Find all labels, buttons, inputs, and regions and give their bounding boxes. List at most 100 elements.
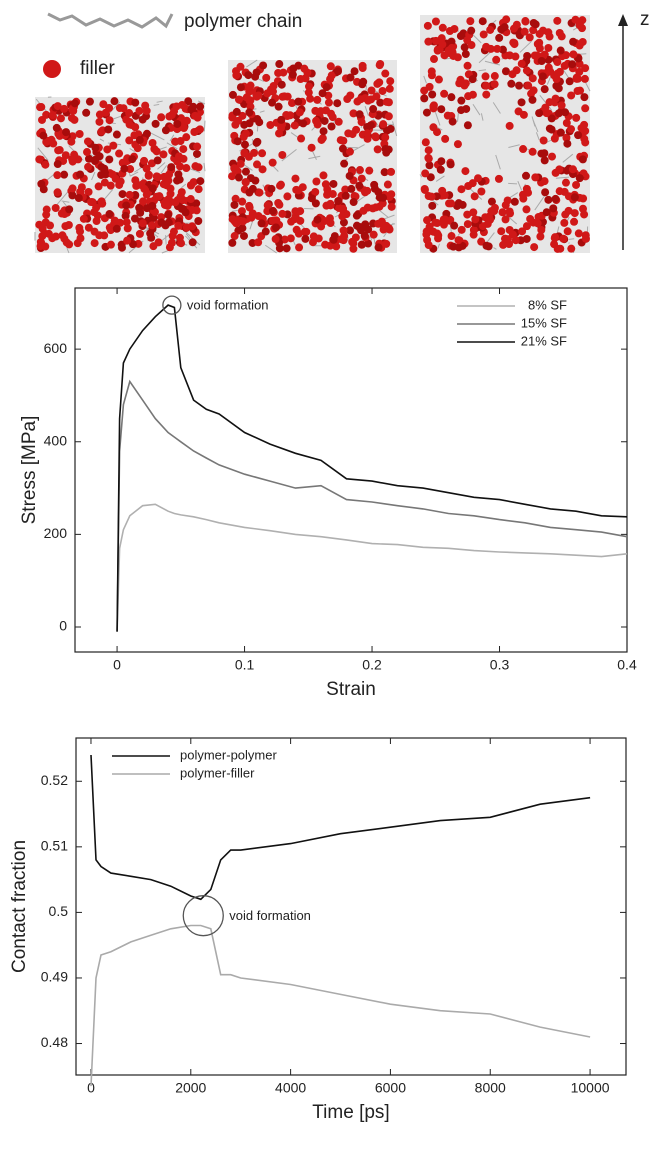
annotation-label: void formation <box>229 908 311 923</box>
filler-particle <box>562 119 571 128</box>
filler-particle <box>501 201 510 210</box>
polymer-strand <box>165 235 167 245</box>
filler-particle <box>120 164 129 173</box>
filler-particle <box>161 126 170 135</box>
filler-particle <box>128 240 137 249</box>
filler-particle <box>255 118 264 127</box>
filler-particle <box>446 160 455 169</box>
filler-particle <box>482 90 491 99</box>
filler-particle <box>94 182 103 191</box>
filler-particle <box>95 117 104 126</box>
snapshot-panel: polymer chain filler z <box>34 9 650 254</box>
y-tick-label: 0.49 <box>41 969 68 985</box>
filler-particle <box>428 90 437 99</box>
filler-particle <box>167 163 176 172</box>
series-line <box>116 379 628 632</box>
filler-particle <box>468 179 477 188</box>
filler-particle <box>345 171 354 180</box>
filler-particle <box>67 137 76 146</box>
filler-particle <box>125 109 134 118</box>
filler-particle <box>522 66 531 75</box>
filler-particle <box>157 113 166 122</box>
filler-particle <box>325 214 334 223</box>
filler-particle <box>147 233 156 242</box>
filler-particle <box>382 239 391 248</box>
filler-particle <box>575 21 584 30</box>
filler-particle <box>339 136 348 145</box>
filler-particle <box>554 84 563 93</box>
filler-particle <box>152 147 161 156</box>
polymer-strand <box>166 142 178 150</box>
filler-particle <box>457 225 466 234</box>
filler-particle <box>524 188 533 197</box>
filler-particle <box>561 210 570 219</box>
filler-particle <box>499 240 508 249</box>
filler-particle <box>83 137 92 146</box>
x-tick-label: 0.4 <box>617 657 637 673</box>
filler-particle <box>169 227 178 236</box>
filler-particle <box>262 73 271 82</box>
filler-particle <box>379 193 388 202</box>
filler-particle <box>420 185 429 194</box>
x-axis-title: Strain <box>326 679 376 700</box>
annotation-circle <box>182 895 224 937</box>
filler-particle <box>82 108 91 117</box>
filler-particle <box>196 177 205 186</box>
filler-particle <box>244 71 253 80</box>
filler-particle <box>581 104 590 113</box>
filler-particle <box>278 150 287 159</box>
polymer-strand <box>99 138 105 142</box>
filler-particle <box>538 72 547 81</box>
filler-particle <box>448 117 457 126</box>
filler-particle <box>500 23 509 32</box>
filler-particle <box>272 216 281 225</box>
filler-particle <box>295 108 304 117</box>
filler-particle <box>236 83 245 92</box>
filler-particle <box>490 80 499 89</box>
filler-particle <box>572 180 581 189</box>
filler-particle <box>357 174 366 183</box>
filler-particle <box>537 57 546 66</box>
filler-particle <box>374 243 383 252</box>
polymer-strand <box>434 112 441 126</box>
filler-particle <box>422 108 431 117</box>
filler-particle <box>567 91 576 100</box>
filler-particle <box>422 230 431 239</box>
filler-particle <box>551 194 560 203</box>
filler-particle <box>84 223 93 232</box>
filler-particle <box>329 179 338 188</box>
filler-particle <box>525 33 534 42</box>
filler-particle <box>79 214 88 223</box>
polymer-strand <box>37 147 49 161</box>
filler-particle <box>477 187 486 196</box>
filler-particle <box>324 98 333 107</box>
filler-particle <box>178 100 187 109</box>
filler-particle <box>348 130 357 139</box>
filler-particle <box>121 157 130 166</box>
filler-particle <box>128 155 137 164</box>
filler-particle <box>454 199 463 208</box>
filler-particle <box>518 227 527 236</box>
chart: 0 2000 4000 6000 8000 10000 0.48 0.49 0.5 0.51 0.5… <box>9 737 627 1123</box>
filler-particle <box>346 73 355 82</box>
filler-particle <box>142 164 151 173</box>
filler-particle <box>290 121 299 130</box>
filler-particle <box>578 155 587 164</box>
filler-particle <box>575 67 584 76</box>
filler-particle <box>122 218 131 227</box>
polymer-strand <box>535 132 540 141</box>
filler-particle <box>381 69 390 78</box>
x-tick-label: 2000 <box>175 1080 206 1096</box>
filler-particle <box>345 147 354 156</box>
filler-particle <box>447 232 456 241</box>
filler-particle <box>176 162 185 171</box>
series-line <box>90 924 591 1087</box>
filler-particle <box>131 123 140 132</box>
filler-particle <box>274 198 283 207</box>
filler-particle <box>35 155 44 164</box>
filler-particle <box>317 135 326 144</box>
filler-particle <box>177 188 186 197</box>
filler-particle <box>74 194 83 203</box>
filler-particle <box>77 183 86 192</box>
filler-particle <box>277 80 286 89</box>
